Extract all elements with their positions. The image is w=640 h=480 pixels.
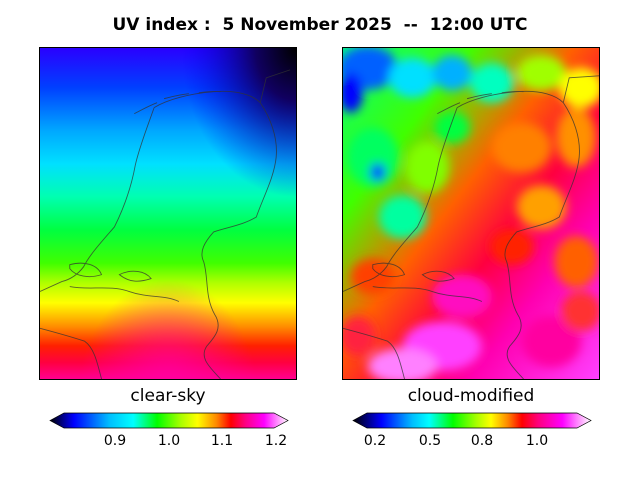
clear-sky-map: [39, 47, 297, 380]
colorbar-tick-label: 0.5: [418, 433, 442, 449]
cloud-modified-field: [343, 48, 599, 379]
colorbar-tick-label: 1.0: [157, 433, 181, 449]
clear-sky-field: [40, 48, 296, 379]
clear-sky-label: clear-sky: [130, 386, 206, 406]
cloud-blobs: [343, 48, 599, 379]
coastline-outline: [40, 69, 291, 379]
colorbar-tick-label: 0.2: [363, 433, 387, 449]
cloud-modified-label: cloud-modified: [407, 386, 535, 406]
map-title: UV index : 5 November 2025 -- 12:00 UTC: [112, 15, 528, 35]
colorbar-tick-label: 0.9: [103, 433, 127, 449]
colorbar-tick-label: 1.1: [210, 433, 234, 449]
colorbar-tick-label: 0.8: [470, 433, 494, 449]
coastline-outline: [343, 75, 599, 379]
colorbar-tick-label: 1.2: [264, 433, 288, 449]
cloud-modified-map: [342, 47, 600, 380]
colorbar-tick-label: 1.0: [525, 433, 549, 449]
cloud-modified-colorbar: [352, 412, 592, 429]
clear-sky-colorbar: [49, 412, 289, 429]
